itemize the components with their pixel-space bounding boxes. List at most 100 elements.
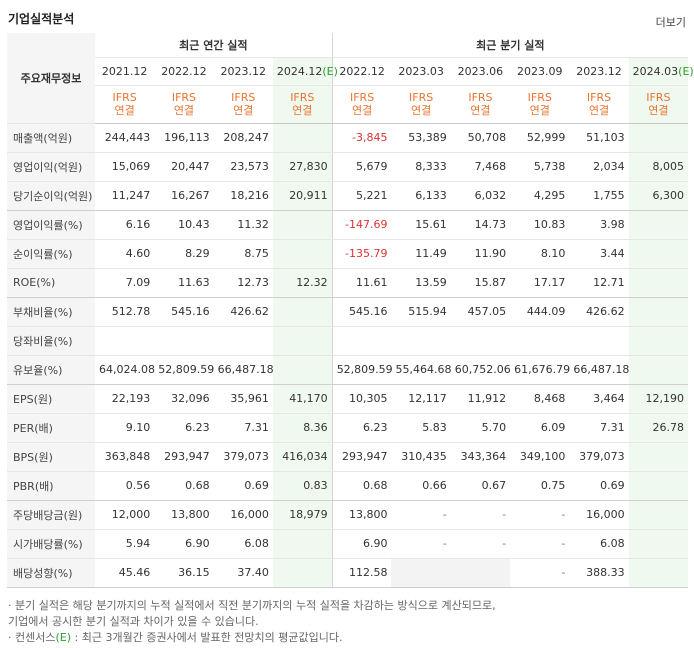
value-cell: 363,848 (95, 442, 155, 472)
basis-standard: IFRS (349, 91, 375, 104)
value-cell (272, 529, 333, 559)
value-cell: 7.31 (569, 413, 629, 443)
value-cell: 4,295 (510, 181, 570, 211)
basis-cell: IFRS 연결 (569, 85, 629, 124)
row-label: 순이익률(%) (7, 239, 95, 269)
value-cell: 444.09 (510, 297, 570, 327)
value-cell (628, 210, 688, 240)
value-cell: 11.32 (213, 210, 273, 240)
value-cell: 416,034 (272, 442, 333, 472)
row-label: 유보율(%) (7, 355, 95, 385)
value-cell: 6.09 (510, 413, 570, 443)
value-cell: 27,830 (272, 152, 333, 182)
basis-scope: 연결 (351, 104, 373, 117)
footnotes: · 분기 실적은 해당 분기까지의 누적 실적에서 직전 분기까지의 누적 실적… (8, 598, 496, 646)
basis-cell: IFRS 연결 (331, 85, 392, 124)
value-cell: 10.43 (154, 210, 214, 240)
value-cell: 3.98 (569, 210, 629, 240)
row-label: PBR(배) (7, 471, 95, 501)
value-cell (391, 326, 451, 356)
value-cell: 515.94 (391, 297, 451, 327)
period-header: 2022.12 (154, 57, 214, 86)
row-label: 배당성향(%) (7, 558, 95, 588)
table-row: PBR(배) 0.56 0.68 0.69 0.83 0.68 0.66 0.67 0.75 0.… (7, 471, 688, 501)
basis-standard: IFRS (171, 91, 197, 104)
footnote-consensus-desc: : 최근 3개월간 증권사에서 발표한 전망치의 평균값입니다. (71, 631, 343, 644)
period-header: 2023.03 (391, 57, 451, 86)
value-cell: - (450, 529, 511, 559)
value-cell (628, 529, 688, 559)
period-header: 2022.12 (331, 57, 392, 86)
value-cell (272, 326, 333, 356)
value-cell: 5,679 (331, 152, 392, 182)
value-cell: 11.49 (391, 239, 451, 269)
value-cell (154, 326, 214, 356)
basis-scope: 연결 (470, 104, 491, 117)
value-cell: 5.83 (391, 413, 451, 443)
row-label: BPS(원) (7, 442, 95, 472)
value-cell (628, 500, 688, 530)
value-cell: 11.63 (154, 268, 214, 298)
row-label: 영업이익(억원) (7, 152, 95, 182)
value-cell (450, 326, 511, 356)
value-cell: 13,800 (331, 500, 392, 530)
value-cell: 16,000 (569, 500, 629, 530)
period-label: 2024.03 (632, 64, 679, 78)
period-header: 2021.12 (95, 57, 155, 86)
value-cell: 3.44 (569, 239, 629, 269)
value-cell: 244,443 (95, 123, 155, 153)
value-cell: - (510, 500, 570, 530)
value-cell: 426.62 (213, 297, 273, 327)
value-cell: 52,999 (510, 123, 570, 153)
value-cell: - (391, 500, 451, 530)
value-cell: 343,364 (450, 442, 511, 472)
value-cell: 8,468 (510, 384, 570, 414)
value-cell: 12,117 (391, 384, 451, 414)
period-header: 2023.12 (213, 57, 273, 86)
period-label: 2023.09 (516, 64, 563, 78)
period-label: 2024.12 (276, 64, 323, 78)
value-cell: 15.61 (391, 210, 451, 240)
row-label: 당기순이익(억원) (7, 181, 95, 211)
more-link[interactable]: 더보기 (655, 16, 686, 29)
value-cell: 11.90 (450, 239, 511, 269)
period-header: 2023.12 (569, 57, 629, 86)
value-cell: 0.68 (154, 471, 214, 501)
basis-standard: IFRS (112, 91, 137, 104)
section-title: 기업실적분석 (8, 12, 75, 26)
value-cell (510, 326, 570, 356)
value-cell: 310,435 (391, 442, 451, 472)
value-cell: 23,573 (213, 152, 273, 182)
value-cell: 0.69 (569, 471, 629, 501)
value-cell: 0.83 (272, 471, 333, 501)
value-cell: 7,468 (450, 152, 511, 182)
value-cell: 349,100 (510, 442, 570, 472)
value-cell: 5,738 (510, 152, 570, 182)
basis-scope: 연결 (114, 104, 135, 117)
basis-standard: IFRS (586, 91, 612, 104)
value-cell: 6.90 (331, 529, 392, 559)
value-cell: -135.79 (331, 239, 392, 269)
basis-standard: IFRS (290, 91, 315, 104)
value-cell: 12,190 (628, 384, 688, 414)
value-cell: 52,809.59 (154, 355, 214, 385)
value-cell (628, 239, 688, 269)
value-cell: 11,912 (450, 384, 511, 414)
table-row: ROE(%) 7.09 11.63 12.73 12.32 11.61 13.59 15.87… (7, 268, 688, 298)
value-cell: 9.10 (95, 413, 155, 443)
period-header: 2024.03(E) (628, 57, 694, 86)
value-cell: 66,487.18 (213, 355, 274, 385)
basis-cell: IFRS 연결 (450, 85, 511, 124)
value-cell: 6.23 (331, 413, 392, 443)
period-label: 2023.03 (398, 64, 444, 78)
row-label: EPS(원) (7, 384, 95, 414)
basis-scope: 연결 (648, 104, 669, 117)
period-label: 2023.06 (457, 64, 504, 78)
value-cell: 41,170 (272, 384, 333, 414)
value-cell (628, 268, 688, 298)
row-label: PER(배) (7, 413, 95, 443)
value-cell: 0.75 (510, 471, 570, 501)
value-cell: 16,267 (154, 181, 214, 211)
value-cell (450, 558, 511, 588)
value-cell: 53,389 (391, 123, 451, 153)
